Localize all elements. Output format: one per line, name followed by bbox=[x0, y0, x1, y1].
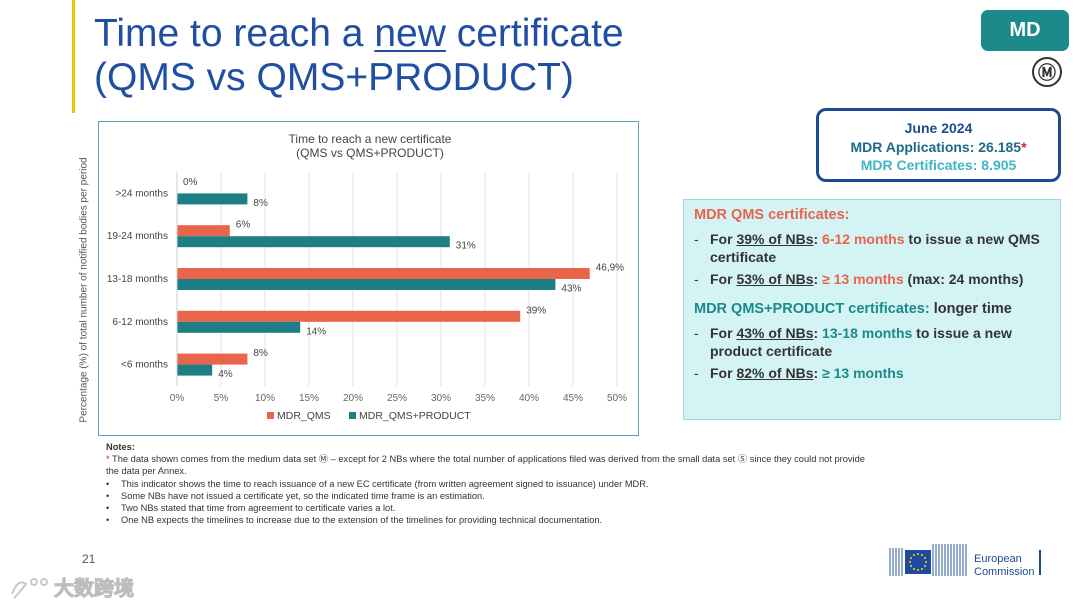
product-list: For 43% of NBs: 13-18 months to issue a … bbox=[694, 324, 1050, 383]
chart-frame: Time to reach a new certificate (QMS vs … bbox=[98, 121, 639, 436]
chart-bar-qms-product bbox=[177, 364, 213, 376]
chart-data-label: 43% bbox=[561, 284, 581, 295]
stats-date: June 2024 bbox=[904, 120, 973, 136]
chart-category-label: <6 months bbox=[121, 360, 168, 371]
commission-building-icon bbox=[889, 544, 967, 576]
chart-x-tick-label: 5% bbox=[214, 393, 229, 404]
chart-data-label: 31% bbox=[456, 241, 476, 252]
org-line2: Commission bbox=[974, 565, 1035, 578]
chart-bar-qms-product bbox=[177, 321, 301, 333]
chart-data-label: 4% bbox=[218, 369, 233, 380]
notes-item: Some NBs have not issued a certificate y… bbox=[106, 490, 866, 502]
watermark-icon bbox=[11, 578, 48, 599]
chart-data-label: 8% bbox=[253, 348, 268, 359]
watermark-logo: 大数跨境 bbox=[11, 576, 135, 601]
chart-bar-qms bbox=[177, 310, 521, 322]
notes: Notes: * The data shown comes from the m… bbox=[106, 441, 866, 527]
chart-x-tick-label: 30% bbox=[431, 393, 451, 404]
stats-applications-label: MDR Applications: 26.185 bbox=[850, 138, 1022, 155]
chart-title: Time to reach a new certificate bbox=[289, 132, 452, 146]
chart-data-label: 46,9% bbox=[596, 263, 624, 274]
title-line2: (QMS vs QMS+PRODUCT) bbox=[94, 56, 574, 99]
product-item: For 43% of NBs: 13-18 months to issue a … bbox=[694, 324, 1050, 361]
european-commission-name: European Commission bbox=[974, 553, 1035, 578]
medium-dataset-icon: Ⓜ bbox=[1032, 57, 1062, 87]
md-badge: MD bbox=[981, 10, 1069, 51]
medium-dataset-symbol: Ⓜ bbox=[1038, 63, 1056, 83]
chart-data-label: 39% bbox=[526, 305, 546, 316]
chart-legend-label: MDR_QMS+PRODUCT bbox=[359, 410, 471, 422]
watermark-text: 大数跨境 bbox=[54, 576, 134, 600]
chart-x-tick-label: 35% bbox=[475, 393, 495, 404]
stats-applications: MDR Applications: 26.185* bbox=[819, 138, 1058, 157]
info-box: MDR QMS certificates: For 39% of NBs: 6-… bbox=[683, 199, 1061, 420]
chart-x-tick-label: 20% bbox=[343, 393, 363, 404]
page-number: 21 bbox=[82, 552, 96, 566]
chart-subtitle: (QMS vs QMS+PRODUCT) bbox=[296, 146, 444, 160]
chart-bar-qms-product bbox=[177, 193, 248, 205]
chart-bar-qms bbox=[177, 268, 590, 279]
qms-item: For 39% of NBs: 6-12 months to issue a n… bbox=[694, 230, 1050, 267]
chart-data-label: 6% bbox=[236, 220, 251, 231]
stats-certificates: MDR Certificates: 8.905 bbox=[860, 157, 1017, 173]
chart-bar-qms bbox=[177, 225, 230, 237]
chart-x-tick-label: 25% bbox=[387, 393, 407, 404]
org-line1: European bbox=[974, 553, 1022, 565]
product-heading: MDR QMS+PRODUCT certificates: longer tim… bbox=[694, 301, 1012, 317]
notes-item: One NB expects the timelines to increase… bbox=[106, 514, 866, 526]
notes-list: This indicator shows the time to reach i… bbox=[106, 478, 866, 527]
notes-item: Two NBs stated that time from agreement … bbox=[106, 502, 866, 514]
bar-chart: Time to reach a new certificate (QMS vs … bbox=[107, 132, 627, 422]
chart-x-tick-label: 15% bbox=[299, 393, 319, 404]
chart-category-label: >24 months bbox=[115, 188, 168, 199]
chart-data-label: 14% bbox=[306, 326, 326, 337]
chart-bar-qms-product bbox=[177, 279, 556, 290]
chart-y-axis-title: Percentage (%) of total number of notifi… bbox=[78, 157, 90, 423]
product-item: For 82% of NBs: ≥ 13 months bbox=[694, 364, 1050, 383]
logo-divider bbox=[1039, 550, 1041, 575]
qms-heading: MDR QMS certificates: bbox=[694, 207, 850, 223]
notes-star-note: * The data shown comes from the medium d… bbox=[106, 454, 865, 477]
page-title: Time to reach a new certificate (QMS vs … bbox=[94, 12, 714, 100]
chart-x-tick-label: 10% bbox=[255, 393, 275, 404]
chart-category-label: 19-24 months bbox=[107, 231, 168, 242]
chart-x-tick-label: 45% bbox=[563, 393, 583, 404]
chart-category-label: 6-12 months bbox=[112, 317, 168, 328]
qms-item: For 53% of NBs: ≥ 13 months (max: 24 mon… bbox=[694, 270, 1050, 289]
chart-x-tick-label: 40% bbox=[519, 393, 539, 404]
chart-data-label: 8% bbox=[253, 198, 268, 209]
chart-bar-qms-product bbox=[177, 236, 450, 248]
chart-legend-swatch bbox=[267, 412, 274, 419]
chart-legend-swatch bbox=[349, 412, 356, 419]
title-accent-bar bbox=[72, 0, 75, 113]
notes-item: This indicator shows the time to reach i… bbox=[106, 478, 866, 490]
chart-legend-label: MDR_QMS bbox=[277, 410, 331, 422]
eu-stars bbox=[909, 553, 927, 571]
title-underlined: new bbox=[374, 12, 446, 55]
european-commission-logo bbox=[889, 544, 967, 576]
title-part2: certificate bbox=[445, 12, 624, 55]
chart-x-tick-label: 50% bbox=[607, 393, 627, 404]
chart-data-label: 0% bbox=[183, 177, 198, 188]
stats-box: June 2024 MDR Applications: 26.185* MDR … bbox=[816, 108, 1061, 182]
title-part1: Time to reach a bbox=[94, 12, 375, 55]
notes-heading: Notes: bbox=[106, 442, 135, 452]
chart-bar-qms bbox=[177, 353, 248, 365]
chart-category-label: 13-18 months bbox=[107, 274, 168, 285]
stats-applications-star: * bbox=[1021, 138, 1027, 155]
chart-x-tick-label: 0% bbox=[170, 393, 185, 404]
qms-list: For 39% of NBs: 6-12 months to issue a n… bbox=[694, 230, 1050, 289]
